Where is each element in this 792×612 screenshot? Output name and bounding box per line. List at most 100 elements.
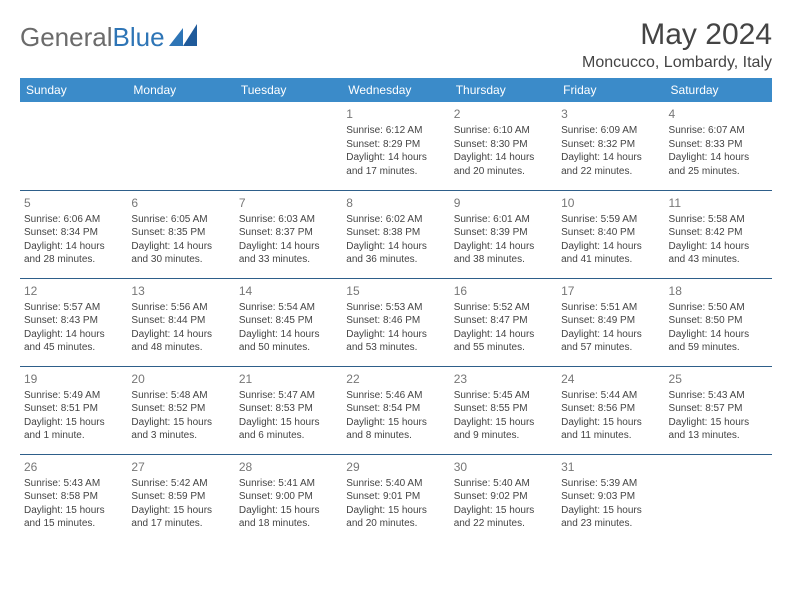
sunrise-line: Sunrise: 5:40 AM (346, 477, 445, 491)
daylight-line: Daylight: 15 hours and 13 minutes. (669, 416, 768, 443)
sunrise-line: Sunrise: 5:40 AM (454, 477, 553, 491)
day-number: 11 (669, 195, 768, 211)
calendar-cell: 9Sunrise: 6:01 AMSunset: 8:39 PMDaylight… (450, 190, 557, 278)
daylight-line: Daylight: 14 hours and 25 minutes. (669, 151, 768, 178)
sunrise-line: Sunrise: 6:03 AM (239, 213, 338, 227)
day-number: 18 (669, 283, 768, 299)
sunset-line: Sunset: 9:01 PM (346, 490, 445, 504)
day-header: Wednesday (342, 78, 449, 102)
sunset-line: Sunset: 8:34 PM (24, 226, 123, 240)
daylight-line: Daylight: 14 hours and 55 minutes. (454, 328, 553, 355)
sunset-line: Sunset: 8:44 PM (131, 314, 230, 328)
daylight-line: Daylight: 14 hours and 53 minutes. (346, 328, 445, 355)
daylight-line: Daylight: 14 hours and 28 minutes. (24, 240, 123, 267)
sunset-line: Sunset: 8:43 PM (24, 314, 123, 328)
sunrise-line: Sunrise: 5:45 AM (454, 389, 553, 403)
day-header: Sunday (20, 78, 127, 102)
calendar-row: 1Sunrise: 6:12 AMSunset: 8:29 PMDaylight… (20, 102, 772, 190)
sunset-line: Sunset: 8:45 PM (239, 314, 338, 328)
daylight-line: Daylight: 14 hours and 59 minutes. (669, 328, 768, 355)
day-number: 7 (239, 195, 338, 211)
day-number: 2 (454, 106, 553, 122)
sunrise-line: Sunrise: 6:09 AM (561, 124, 660, 138)
calendar-cell: 13 Sunrise: 5:56 AMSunset: 8:44 PMDayligh… (127, 278, 234, 366)
sunset-line: Sunset: 8:46 PM (346, 314, 445, 328)
calendar-cell: 19 Sunrise: 5:49 AMSunset: 8:51 PMDayligh… (20, 366, 127, 454)
sunrise-line: Sunrise: 5:50 AM (669, 301, 768, 315)
sunrise-line: Sunrise: 6:12 AM (346, 124, 445, 138)
sunrise-line: Sunrise: 5:53 AM (346, 301, 445, 315)
sunset-line: Sunset: 8:33 PM (669, 138, 768, 152)
sunrise-line: Sunrise: 6:01 AM (454, 213, 553, 227)
sunset-line: Sunset: 8:54 PM (346, 402, 445, 416)
sunset-line: Sunset: 8:58 PM (24, 490, 123, 504)
day-number: 12 (24, 283, 123, 299)
sunset-line: Sunset: 9:03 PM (561, 490, 660, 504)
calendar-cell: 7Sunrise: 6:03 AMSunset: 8:37 PMDaylight… (235, 190, 342, 278)
calendar-cell: 12Sunrise: 5:57 AMSunset: 8:43 PMDayligh… (20, 278, 127, 366)
sunset-line: Sunset: 8:52 PM (131, 402, 230, 416)
sunrise-line: Sunrise: 5:48 AM (131, 389, 230, 403)
day-number: 13 (131, 283, 230, 299)
calendar-cell: 26Sunrise: 5:43 AMSunset: 8:58 PMDayligh… (20, 454, 127, 542)
day-number: 28 (239, 459, 338, 475)
calendar-cell: 10Sunrise: 5:59 AMSunset: 8:40 PMDayligh… (557, 190, 664, 278)
daylight-line: Daylight: 14 hours and 38 minutes. (454, 240, 553, 267)
day-number: 21 (239, 371, 338, 387)
sunrise-line: Sunrise: 5:39 AM (561, 477, 660, 491)
calendar-cell: 17Sunrise: 5:51 AMSunset: 8:49 PMDayligh… (557, 278, 664, 366)
day-number: 15 (346, 283, 445, 299)
calendar-cell: 2Sunrise: 6:10 AMSunset: 8:30 PMDaylight… (450, 102, 557, 190)
calendar-cell: 24Sunrise: 5:44 AMSunset: 8:56 PMDayligh… (557, 366, 664, 454)
calendar-cell (235, 102, 342, 190)
calendar-cell: 21Sunrise: 5:47 AMSunset: 8:53 PMDayligh… (235, 366, 342, 454)
day-number: 17 (561, 283, 660, 299)
sunrise-line: Sunrise: 6:07 AM (669, 124, 768, 138)
calendar-cell: 11Sunrise: 5:58 AMSunset: 8:42 PMDayligh… (665, 190, 772, 278)
daylight-line: Daylight: 15 hours and 18 minutes. (239, 504, 338, 531)
day-number: 10 (561, 195, 660, 211)
calendar-row: 5Sunrise: 6:06 AMSunset: 8:34 PMDaylight… (20, 190, 772, 278)
sunset-line: Sunset: 8:56 PM (561, 402, 660, 416)
sunrise-line: Sunrise: 5:56 AM (131, 301, 230, 315)
calendar-cell: 1Sunrise: 6:12 AMSunset: 8:29 PMDaylight… (342, 102, 449, 190)
day-number: 19 (24, 371, 123, 387)
location: Moncucco, Lombardy, Italy (582, 54, 772, 72)
sunset-line: Sunset: 8:42 PM (669, 226, 768, 240)
calendar-head: SundayMondayTuesdayWednesdayThursdayFrid… (20, 78, 772, 102)
calendar-cell: 15 Sunrise: 5:53 AMSunset: 8:46 PMDayligh… (342, 278, 449, 366)
day-number: 5 (24, 195, 123, 211)
daylight-line: Daylight: 14 hours and 48 minutes. (131, 328, 230, 355)
daylight-line: Daylight: 15 hours and 3 minutes. (131, 416, 230, 443)
sunrise-line: Sunrise: 5:49 AM (24, 389, 123, 403)
daylight-line: Daylight: 15 hours and 1 minute. (24, 416, 123, 443)
sunrise-line: Sunrise: 5:52 AM (454, 301, 553, 315)
sunset-line: Sunset: 8:47 PM (454, 314, 553, 328)
calendar-cell: 18Sunrise: 5:50 AMSunset: 8:50 PMDayligh… (665, 278, 772, 366)
logo-text-blue: Blue (113, 22, 165, 53)
sunset-line: Sunset: 8:29 PM (346, 138, 445, 152)
sunset-line: Sunset: 9:02 PM (454, 490, 553, 504)
month-title: May 2024 (582, 18, 772, 52)
day-number: 30 (454, 459, 553, 475)
calendar-row: 26Sunrise: 5:43 AMSunset: 8:58 PMDayligh… (20, 454, 772, 542)
daylight-line: Daylight: 15 hours and 8 minutes. (346, 416, 445, 443)
sunset-line: Sunset: 8:30 PM (454, 138, 553, 152)
calendar-cell: 8Sunrise: 6:02 AMSunset: 8:38 PMDaylight… (342, 190, 449, 278)
day-header: Thursday (450, 78, 557, 102)
daylight-line: Daylight: 14 hours and 50 minutes. (239, 328, 338, 355)
calendar-cell: 29Sunrise: 5:40 AMSunset: 9:01 PMDayligh… (342, 454, 449, 542)
calendar-cell: 20Sunrise: 5:48 AMSunset: 8:52 PMDayligh… (127, 366, 234, 454)
calendar-cell: 5Sunrise: 6:06 AMSunset: 8:34 PMDaylight… (20, 190, 127, 278)
sunset-line: Sunset: 8:59 PM (131, 490, 230, 504)
daylight-line: Daylight: 15 hours and 11 minutes. (561, 416, 660, 443)
sunrise-line: Sunrise: 5:51 AM (561, 301, 660, 315)
logo: GeneralBlue (20, 18, 197, 53)
day-number: 6 (131, 195, 230, 211)
calendar-cell: 27Sunrise: 5:42 AMSunset: 8:59 PMDayligh… (127, 454, 234, 542)
daylight-line: Daylight: 14 hours and 20 minutes. (454, 151, 553, 178)
day-number: 23 (454, 371, 553, 387)
sunset-line: Sunset: 9:00 PM (239, 490, 338, 504)
sunset-line: Sunset: 8:51 PM (24, 402, 123, 416)
calendar-cell: 30Sunrise: 5:40 AMSunset: 9:02 PMDayligh… (450, 454, 557, 542)
